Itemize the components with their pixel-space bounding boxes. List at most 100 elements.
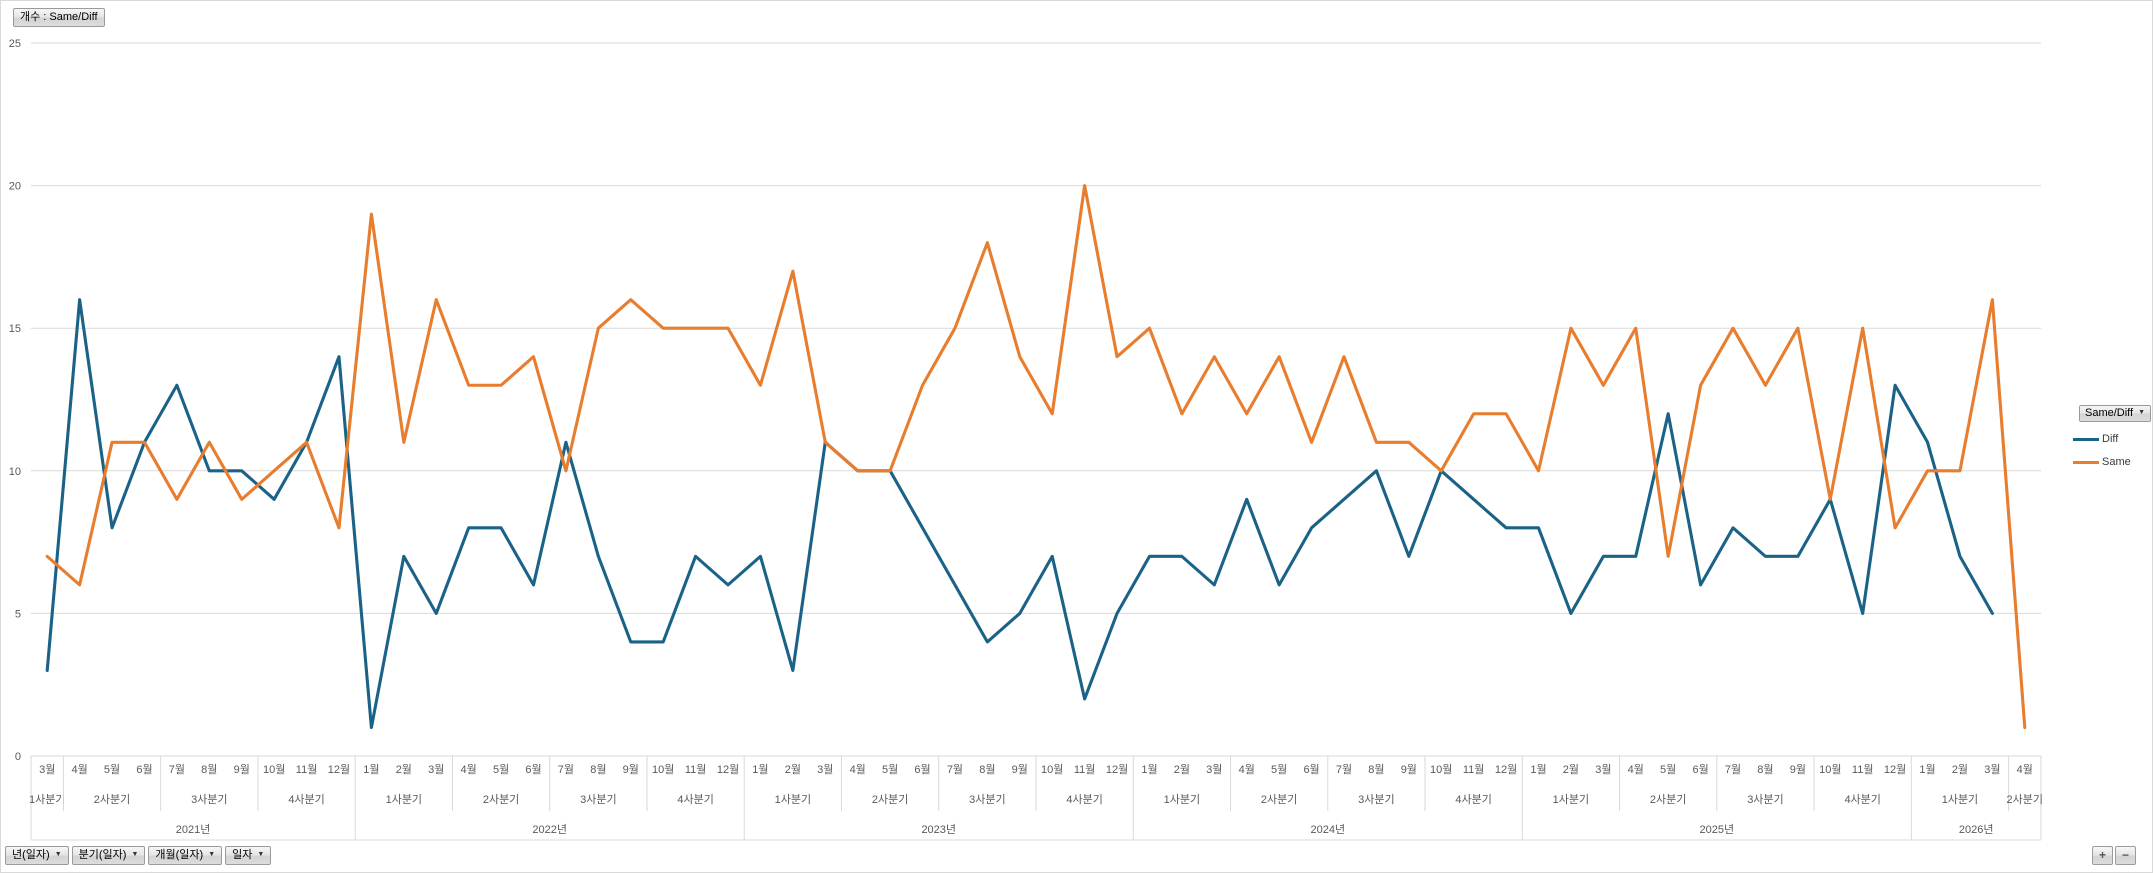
month-label: 1월 [752, 763, 768, 776]
series-line-diff[interactable] [45, 298, 1994, 730]
month-label: 3월 [39, 763, 55, 776]
month-label: 4월 [2017, 763, 2033, 776]
month-label: 4월 [1239, 763, 1255, 776]
quarter-label: 4사분기 [677, 793, 713, 806]
legend: Same/Diff ▼ Diff Same [2073, 403, 2152, 468]
quarter-label: 2사분기 [872, 793, 908, 806]
month-label: 3월 [1595, 763, 1611, 776]
quarter-label: 2사분기 [1650, 793, 1686, 806]
month-label: 8월 [201, 763, 217, 776]
legend-item-label-diff: Diff [2102, 433, 2119, 445]
month-label: 11월 [1852, 763, 1874, 776]
y-tick-label: 0 [15, 751, 21, 763]
year-label: 2023년 [921, 823, 956, 836]
month-label: 3월 [1206, 763, 1222, 776]
axis-field-button-date[interactable]: 일자 ▼ [225, 846, 272, 865]
diff-line-swatch [2073, 437, 2099, 441]
month-label: 9월 [234, 763, 250, 776]
month-label: 10월 [1430, 763, 1452, 776]
quarter-label: 4사분기 [288, 793, 324, 806]
quarter-label: 1사분기 [1164, 793, 1200, 806]
axis-field-label-date: 일자 [232, 849, 253, 861]
legend-item-same: Same [2073, 456, 2152, 468]
y-tick-label: 20 [9, 181, 21, 193]
month-label: 2월 [1174, 763, 1190, 776]
quarter-label: 1사분기 [1553, 793, 1589, 806]
month-label: 4월 [850, 763, 866, 776]
month-label: 9월 [623, 763, 639, 776]
quarter-label: 3사분기 [969, 793, 1005, 806]
month-label: 6월 [525, 763, 541, 776]
month-label: 1월 [1141, 763, 1157, 776]
month-label: 11월 [685, 763, 707, 776]
dropdown-arrow-icon: ▼ [2138, 409, 2146, 416]
month-label: 6월 [1303, 763, 1319, 776]
y-tick-label: 10 [9, 466, 21, 478]
month-label: 7월 [947, 763, 963, 776]
month-label: 6월 [1692, 763, 1708, 776]
legend-item-diff: Diff [2073, 433, 2152, 445]
month-label: 1월 [363, 763, 379, 776]
series-line-same[interactable] [45, 184, 2027, 730]
collapse-button[interactable]: − [2115, 846, 2136, 865]
legend-item-label-same: Same [2102, 456, 2131, 468]
month-label: 8월 [1368, 763, 1384, 776]
month-label: 5월 [1271, 763, 1287, 776]
month-label: 10월 [263, 763, 285, 776]
axis-field-button-year[interactable]: 년(일자) ▼ [5, 846, 69, 865]
axis-field-button-month[interactable]: 개월(일자) ▼ [148, 846, 223, 865]
y-tick-label: 25 [9, 38, 21, 50]
year-label: 2022년 [532, 823, 567, 836]
dropdown-arrow-icon: ▼ [208, 851, 216, 858]
month-label: 12월 [328, 763, 350, 776]
year-label: 2021년 [176, 823, 211, 836]
month-label: 4월 [461, 763, 477, 776]
axis-field-buttons: 년(일자) ▼ 분기(일자) ▼ 개월(일자) ▼ 일자 ▼ [5, 846, 272, 865]
same-line-swatch [2073, 460, 2099, 464]
month-label: 3월 [428, 763, 444, 776]
month-label: 5월 [882, 763, 898, 776]
quarter-label: 3사분기 [1358, 793, 1394, 806]
expand-button[interactable]: + [2092, 846, 2113, 865]
quarter-label: 2사분기 [1261, 793, 1297, 806]
quarter-label: 4사분기 [1844, 793, 1880, 806]
month-label: 4월 [72, 763, 88, 776]
month-label: 6월 [914, 763, 930, 776]
axis-field-label-year: 년(일자) [12, 849, 50, 861]
month-label: 10월 [652, 763, 674, 776]
quarter-label: 4사분기 [1066, 793, 1102, 806]
month-label: 7월 [558, 763, 574, 776]
month-label: 8월 [979, 763, 995, 776]
month-label: 3월 [817, 763, 833, 776]
quarter-label: 1사분기 [775, 793, 811, 806]
drill-buttons: + − [2092, 846, 2136, 865]
year-label: 2024년 [1310, 823, 1345, 836]
month-label: 11월 [1463, 763, 1485, 776]
month-label: 5월 [493, 763, 509, 776]
legend-field-button[interactable]: Same/Diff ▼ [2079, 405, 2152, 422]
month-label: 10월 [1819, 763, 1841, 776]
month-label: 11월 [296, 763, 318, 776]
month-label: 9월 [1012, 763, 1028, 776]
year-label: 2026년 [1959, 823, 1994, 836]
quarter-label: 3사분기 [580, 793, 616, 806]
quarter-label: 2사분기 [2007, 793, 2043, 806]
month-label: 12월 [717, 763, 739, 776]
month-label: 8월 [1757, 763, 1773, 776]
dropdown-arrow-icon: ▼ [54, 851, 62, 858]
month-label: 5월 [104, 763, 120, 776]
y-tick-label: 5 [15, 608, 21, 620]
year-label: 2025년 [1700, 823, 1735, 836]
month-label: 6월 [136, 763, 152, 776]
month-label: 2월 [785, 763, 801, 776]
month-label: 2월 [1952, 763, 1968, 776]
axis-field-button-quarter[interactable]: 분기(일자) ▼ [71, 846, 146, 865]
value-field-button[interactable]: 개수 : Same/Diff [13, 8, 105, 27]
quarter-label: 2사분기 [94, 793, 130, 806]
month-label: 5월 [1660, 763, 1676, 776]
month-label: 2월 [1563, 763, 1579, 776]
quarter-label: 3사분기 [1747, 793, 1783, 806]
axis-field-label-month: 개월(일자) [155, 849, 204, 861]
